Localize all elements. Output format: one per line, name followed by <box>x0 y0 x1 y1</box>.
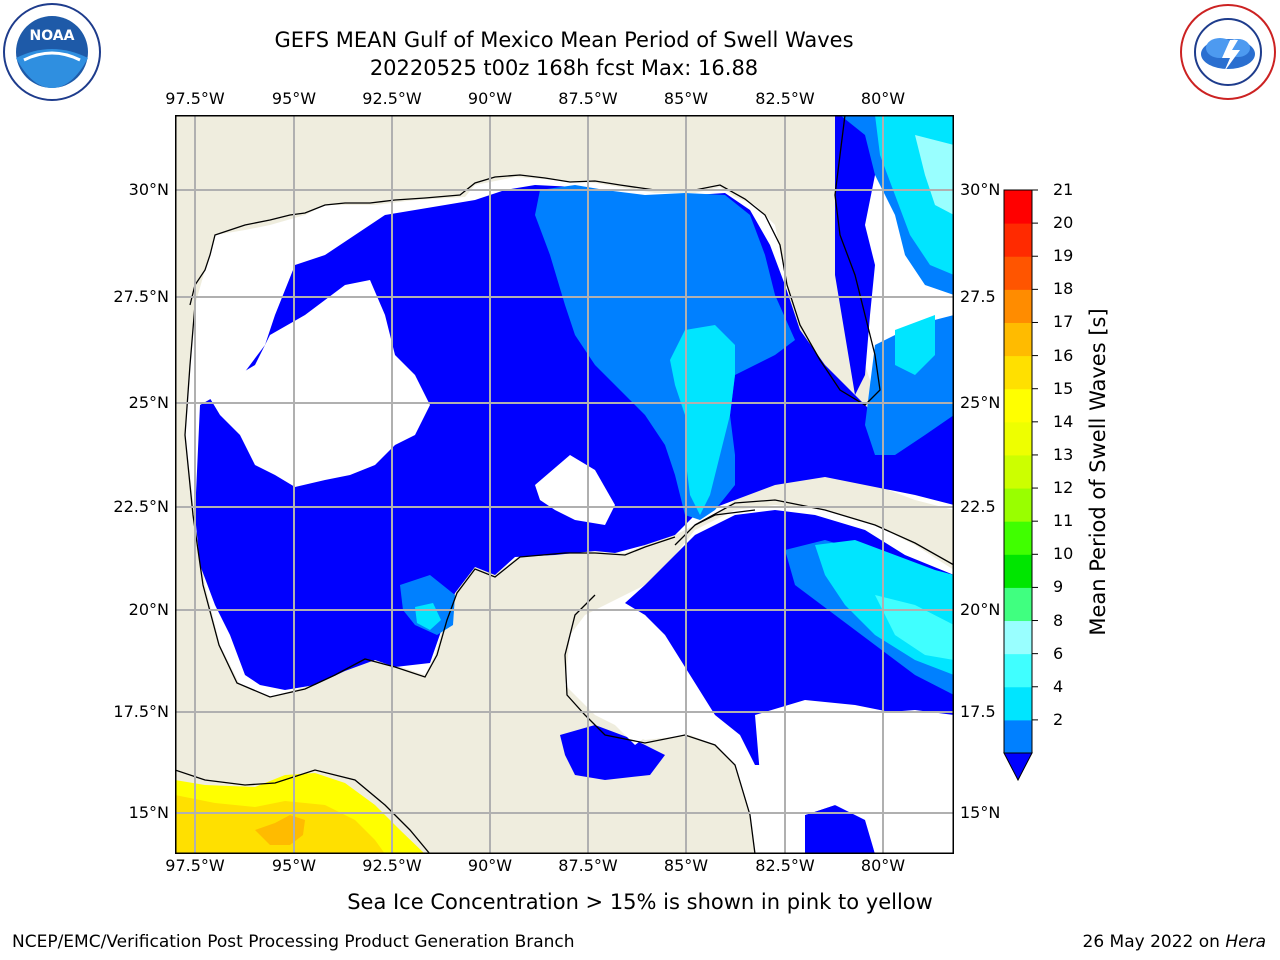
swell-fill-4-6s-central <box>535 185 795 520</box>
colorbar-extend-triangle <box>1003 752 1033 782</box>
colorbar-tick-label: 19 <box>1053 246 1074 266</box>
swell-fill-8-9s-carib <box>875 595 954 660</box>
colorbar-tick-label: 2 <box>1053 709 1064 729</box>
colorbar-segment <box>1004 223 1032 257</box>
colorbar-tick-label: 13 <box>1053 444 1074 464</box>
noaa-logo: NOAA <box>3 3 101 101</box>
colorbar-segment <box>1004 454 1032 489</box>
colorbar-tick-label: 4 <box>1053 676 1064 696</box>
missing-area-caribbean <box>585 605 705 745</box>
map-panel <box>175 115 954 854</box>
colorbar-frame <box>1003 189 1033 754</box>
gridlines <box>175 115 954 854</box>
bottom-lon-label: 85°W <box>663 856 709 875</box>
left-lat-label: 17.5°N <box>113 702 169 721</box>
colorbar-segment <box>1004 521 1032 555</box>
left-lat-label: 27.5°N <box>113 287 169 306</box>
colorbar-tick-label: 9 <box>1053 577 1064 597</box>
colorbar-segment <box>1004 388 1032 423</box>
colorbar-tick-label: 21 <box>1053 180 1074 199</box>
bottom-lon-label: 80°W <box>860 856 906 875</box>
sea-ice-orange <box>255 815 305 845</box>
colorbar-label: Mean Period of Swell Waves [s] <box>1086 308 1110 636</box>
nws-logo <box>1180 4 1276 100</box>
bottom-lon-label: 82.5°W <box>755 856 815 875</box>
right-lat-label: 22.5 <box>960 497 996 516</box>
left-lat-label: 15°N <box>128 803 169 822</box>
top-lon-label: 87.5°W <box>558 89 618 108</box>
colorbar-segment <box>1004 289 1032 323</box>
noaa-logo-text: NOAA <box>30 28 75 44</box>
bottom-lon-label: 87.5°W <box>558 856 618 875</box>
plot-subtitle: 20220525 t00z 168h fcst Max: 16.88 <box>369 56 759 80</box>
swell-fill-8-9s-atlantic <box>915 135 954 215</box>
top-lon-label: 82.5°W <box>755 89 815 108</box>
left-lat-label: 22.5°N <box>113 497 169 516</box>
swell-fill-2-4s-atlantic <box>835 115 875 395</box>
top-lon-label: 90°W <box>467 89 513 108</box>
bottom-lon-label: 92.5°W <box>362 856 422 875</box>
colorbar-segment <box>1004 355 1032 390</box>
right-lat-label: 15°N <box>960 803 1001 822</box>
top-lon-label: 97.5°W <box>165 89 225 108</box>
colorbar-segment <box>1004 653 1032 688</box>
colorbar-tick-label: 10 <box>1053 544 1074 564</box>
colorbar-tick-label: 12 <box>1053 478 1074 498</box>
top-lon-label: 85°W <box>663 89 709 108</box>
colorbar-segment <box>1004 554 1032 588</box>
colorbar-segment <box>1004 686 1032 721</box>
colorbar-tick-label: 15 <box>1053 378 1074 398</box>
footer-date-text: 26 May 2022 on <box>1082 932 1226 952</box>
left-lat-label: 20°N <box>128 600 169 619</box>
plot-title: GEFS MEAN Gulf of Mexico Mean Period of … <box>274 28 854 52</box>
map-frame <box>175 115 954 854</box>
colorbar-segment <box>1004 488 1032 522</box>
left-lat-label: 30°N <box>128 180 169 199</box>
colorbar-segment <box>1004 719 1032 754</box>
bottom-lon-label: 95°W <box>271 856 317 875</box>
left-lat-label: 25°N <box>128 393 169 412</box>
colorbar-tick-label: 6 <box>1053 643 1064 663</box>
colorbar-segment <box>1004 322 1032 357</box>
coastlines <box>175 115 954 854</box>
colorbar-tick-label: 20 <box>1053 213 1074 233</box>
missing-area-caribbean-east <box>755 700 954 854</box>
bottom-lon-label: 97.5°W <box>165 856 225 875</box>
colorbar-tick-label: 8 <box>1053 610 1064 630</box>
colorbar-tick-label: 17 <box>1053 312 1074 332</box>
swell-fill-6-8s-atlantic-south <box>895 315 935 375</box>
top-lon-label: 95°W <box>271 89 317 108</box>
missing-area-west-gulf <box>205 280 430 487</box>
top-lon-label: 92.5°W <box>362 89 422 108</box>
bottom-lon-label: 90°W <box>467 856 513 875</box>
swell-fill-2-4s-south <box>805 805 875 854</box>
right-lat-label: 17.5 <box>960 702 996 721</box>
colorbar-tick-label: 18 <box>1053 279 1074 299</box>
right-lat-label: 27.5 <box>960 287 996 306</box>
colorbar-segment <box>1004 587 1032 622</box>
colorbar-segment <box>1004 256 1032 290</box>
colorbar-segment <box>1004 190 1032 224</box>
right-lat-label: 25°N <box>960 393 1001 412</box>
swell-fill-2-4s-yucatan <box>560 725 665 780</box>
colorbar <box>1003 189 1038 782</box>
footer-date: 26 May 2022 on Hera <box>1083 932 1267 952</box>
top-lon-label: 80°W <box>860 89 906 108</box>
footer-host: Hera <box>1225 932 1266 952</box>
colorbar-segment <box>1004 620 1032 655</box>
right-lat-label: 30°N <box>960 180 1001 199</box>
colorbar-tick-label: 16 <box>1053 345 1074 365</box>
colorbar-tick-label: 14 <box>1053 411 1074 431</box>
colorbar-tick-label: 11 <box>1053 511 1074 531</box>
footer-credit: NCEP/EMC/Verification Post Processing Pr… <box>12 932 575 952</box>
right-lat-label: 20°N <box>960 600 1001 619</box>
colorbar-segment <box>1004 421 1032 456</box>
sea-ice-note: Sea Ice Concentration > 15% is shown in … <box>347 890 933 914</box>
